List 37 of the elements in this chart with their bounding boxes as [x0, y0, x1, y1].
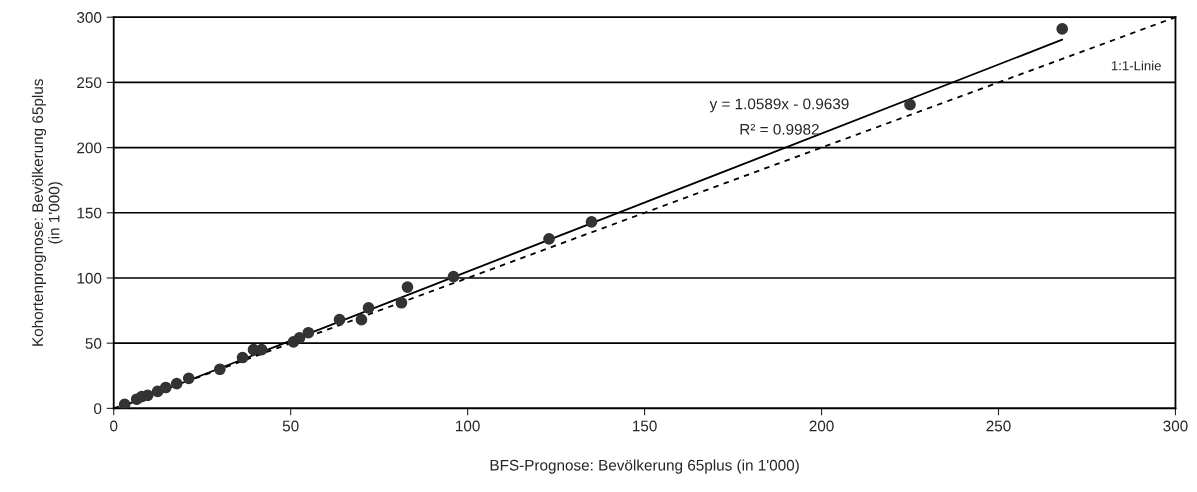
point	[182, 372, 195, 385]
y-tick-label: 300	[77, 12, 102, 23]
point	[170, 377, 183, 390]
point	[214, 363, 226, 376]
point	[118, 398, 131, 409]
point	[362, 302, 375, 314]
point	[395, 296, 408, 309]
y-tick-label: 100	[77, 272, 102, 284]
y-tick-label: 200	[77, 142, 102, 154]
x-tick-label: 150	[633, 420, 657, 432]
point	[447, 270, 460, 283]
point	[333, 313, 346, 326]
point	[236, 351, 249, 364]
x-tick-label: 300	[1163, 420, 1188, 432]
x-tick-label: 0	[110, 420, 118, 432]
point	[585, 216, 598, 228]
point	[904, 98, 916, 111]
point	[293, 332, 306, 344]
annotation: 1:1-Linie	[1111, 60, 1161, 71]
x-axis-title: BFS-Prognose: Bevölkerung 65plus (in 1'000)	[490, 459, 799, 474]
point	[1056, 23, 1069, 35]
point	[355, 313, 368, 326]
y-tick-label: 150	[77, 207, 102, 219]
point	[302, 326, 315, 339]
y-tick-label: 250	[77, 77, 102, 89]
x-tick-label: 250	[986, 420, 1011, 432]
point	[543, 233, 555, 245]
y-tick-label: 50	[85, 338, 102, 349]
annotation: y = 1.0589x - 0.9639	[709, 98, 849, 113]
x-tick-label: 50	[282, 420, 299, 432]
point	[159, 381, 172, 394]
y-axis-title: Kohortenprognose: Bevölkerung 65plus (in 1'000)	[31, 79, 63, 346]
x-tick-label: 200	[809, 420, 834, 432]
x-tick-label: 100	[456, 420, 480, 432]
y-tick-label: 0	[94, 403, 102, 415]
annotation: R² = 0.9982	[740, 123, 819, 135]
point	[401, 281, 414, 293]
